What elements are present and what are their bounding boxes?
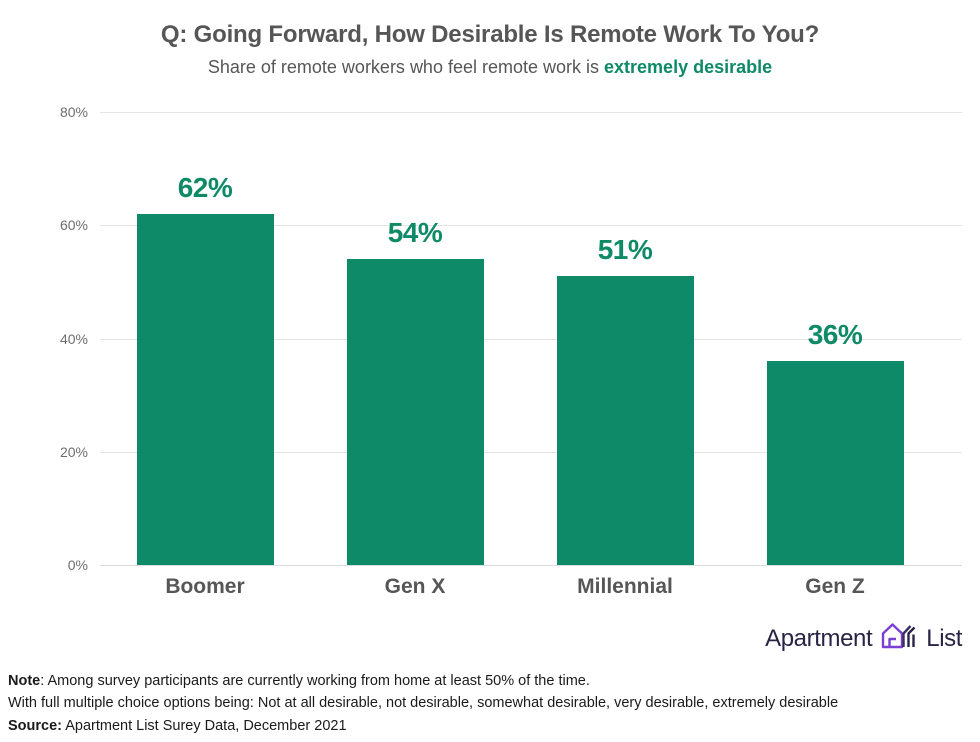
x-axis-labels: Boomer Gen X Millennial Gen Z (0, 575, 980, 615)
bar-gen-x[interactable] (346, 259, 484, 565)
bar-group: 62% (136, 172, 274, 565)
y-axis-tick-20: 20% (59, 443, 88, 460)
chart-subtitle: Share of remote workers who feel remote … (0, 56, 980, 79)
source-text: Apartment List Surey Data, December 2021 (62, 717, 347, 734)
bar-boomer[interactable] (136, 213, 274, 565)
footnote-source: Source: Apartment List Surey Data, Decem… (8, 715, 972, 737)
x-axis-label-millennial: Millennial (577, 575, 673, 598)
y-axis-tick-0: 0% (67, 557, 88, 573)
gridline-80 (100, 112, 962, 113)
y-axis-tick-40: 40% (59, 330, 88, 347)
page-title: Q: Going Forward, How Desirable Is Remot… (160, 21, 820, 48)
bar-group: 54% (346, 217, 484, 565)
logo-word-right: List (926, 624, 962, 652)
y-axis-tick-60: 60% (59, 217, 88, 234)
bar-value-label: 51% (597, 234, 653, 266)
x-axis-label-gen-z: Gen Z (805, 575, 865, 598)
bar-group: 51% (556, 234, 694, 565)
gridline-20 (100, 451, 962, 453)
bar-value-label: 62% (177, 171, 233, 203)
gridline-60 (100, 225, 962, 227)
note-label: Note (8, 673, 41, 689)
chart-header: Q: Going Forward, How Desirable Is Remot… (0, 0, 980, 79)
subtitle-prefix: Share of remote workers who feel remote … (207, 57, 605, 77)
bar-value-label: 54% (387, 217, 443, 249)
bars-layer: 62% 54% 51% 36% (0, 96, 980, 596)
chart-plot-area: 0% 20% 40% 60% 80% 62% 54% 51% 36% (0, 96, 980, 596)
footnote-note: Note: Among survey participants are curr… (8, 670, 972, 692)
footnote-note-line2: With full multiple choice options being:… (8, 695, 839, 712)
x-axis-label-gen-x: Gen X (384, 575, 446, 598)
y-axis-tick-80: 80% (59, 104, 88, 120)
x-axis-label-boomer: Boomer (165, 575, 245, 598)
bar-value-label: 36% (807, 319, 863, 351)
bar-group: 36% (766, 319, 904, 565)
footnotes: Note: Among survey participants are curr… (8, 670, 972, 737)
subtitle-highlight: extremely desirable (604, 57, 773, 77)
bar-gen-z[interactable] (766, 361, 904, 565)
bar-millennial[interactable] (556, 276, 694, 565)
note-text: : Among survey participants are currentl… (40, 673, 590, 689)
gridline-0 (100, 565, 962, 566)
logo-word-left: Apartment (765, 624, 873, 652)
gridline-40 (100, 338, 962, 340)
source-label: Source: (8, 717, 62, 734)
apartment-list-logo: Apartment List (765, 620, 962, 657)
house-chevron-icon (879, 620, 919, 657)
